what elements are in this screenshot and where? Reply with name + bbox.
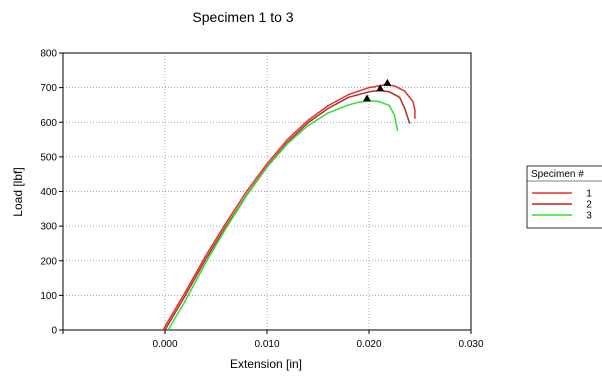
grid [63, 53, 471, 330]
legend-label-2: 2 [586, 200, 592, 211]
legend-title: Specimen # [531, 169, 584, 180]
y-tick-label: 0 [51, 326, 57, 337]
x-tick-label: 0.030 [458, 339, 483, 350]
legend-items: 123 [532, 189, 592, 222]
legend-box [526, 165, 602, 229]
legend: Specimen # 123 [526, 165, 602, 229]
x-axis-title: Extension [in] [230, 357, 302, 371]
x-tick-label: 0.000 [152, 339, 177, 350]
y-tick-label: 700 [40, 83, 57, 94]
series-line-3 [167, 100, 399, 331]
y-tick-label: 500 [40, 152, 57, 163]
peak-marker-1 [383, 78, 392, 86]
legend-label-1: 1 [586, 189, 592, 200]
y-tick-label: 100 [40, 291, 57, 302]
x-tick-label: 0.010 [254, 339, 279, 350]
legend-label-3: 3 [586, 211, 592, 222]
chart-title: Specimen 1 to 3 [192, 9, 293, 25]
y-tick-label: 400 [40, 187, 57, 198]
peak-markers [362, 78, 392, 102]
y-tick-label: 800 [40, 49, 57, 60]
series-line-2 [164, 89, 411, 331]
series-line-1 [162, 84, 416, 331]
y-tick-label: 300 [40, 222, 57, 233]
y-axis-title: Load [lbf] [11, 167, 25, 216]
x-tick-label: 0.020 [356, 339, 381, 350]
series-group [162, 84, 416, 331]
axis-ticks: 0 100 200 300 400 500 600 700 800 0.000 0.010 0.020… [40, 49, 484, 351]
y-tick-label: 600 [40, 118, 57, 129]
peak-marker-2 [376, 84, 385, 92]
peak-marker-3 [362, 94, 371, 102]
y-tick-label: 200 [40, 256, 57, 267]
